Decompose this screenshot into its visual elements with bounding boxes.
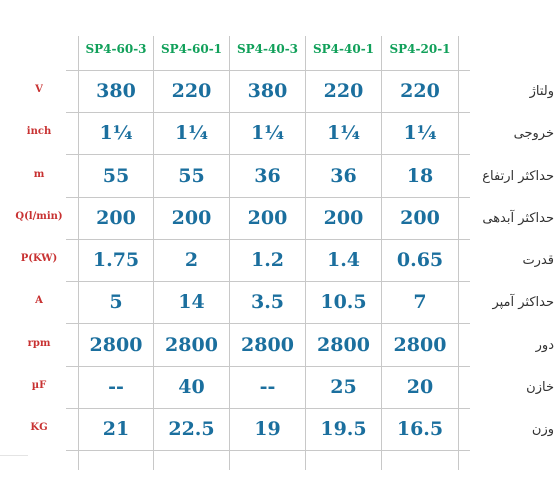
cell-value: 21 — [102, 418, 130, 440]
cell-value: 7 — [413, 291, 427, 313]
grid-line — [458, 36, 459, 470]
cell-value: 55 — [102, 165, 130, 187]
grid-line — [66, 70, 470, 71]
column-header: SP4-40-3 — [236, 42, 299, 56]
cell-value: 19 — [254, 418, 281, 440]
row-unit: inch — [26, 126, 52, 137]
cell-value: 1.2 — [250, 249, 285, 271]
row-unit: rpm — [27, 338, 51, 349]
cell-value: 1¼ — [99, 122, 133, 144]
cell-value: 1¼ — [174, 122, 209, 144]
row-label: قدرت — [522, 253, 554, 268]
cell-value: 16.5 — [396, 418, 444, 440]
grid-line — [66, 197, 470, 198]
cell-value: 1.75 — [92, 249, 140, 271]
row-unit: KG — [30, 422, 48, 433]
grid-line — [66, 450, 470, 451]
cell-value: 18 — [406, 165, 434, 187]
row-label: وزن — [531, 422, 554, 437]
cell-value: 14 — [178, 291, 205, 313]
grid-line — [66, 239, 470, 240]
cell-value: 2800 — [393, 334, 447, 356]
row-label: دور — [535, 338, 554, 353]
row-unit: m — [33, 169, 45, 180]
grid-line — [78, 36, 79, 470]
grid-line — [66, 408, 470, 409]
column-header: SP4-40-1 — [312, 42, 375, 56]
cell-value: 40 — [178, 376, 205, 398]
cell-value: 2800 — [165, 334, 218, 356]
row-unit: P(KW) — [20, 253, 58, 264]
cell-value: 220 — [323, 80, 364, 102]
grid-line — [66, 112, 470, 113]
cell-value: 0.65 — [396, 249, 444, 271]
grid-line — [66, 323, 470, 324]
cell-value: 25 — [330, 376, 357, 398]
cell-value: 1.4 — [326, 249, 361, 271]
row-label: حداکثر آمپر — [492, 295, 554, 310]
cell-value: 55 — [178, 165, 205, 187]
cell-value: 380 — [96, 80, 136, 102]
grid-line — [66, 281, 470, 282]
cell-value: 200 — [247, 207, 288, 229]
cell-value: 36 — [330, 165, 357, 187]
grid-line — [66, 154, 470, 155]
grid-line — [305, 36, 306, 470]
grid-line — [66, 366, 470, 367]
row-unit: A — [35, 295, 43, 306]
cell-value: 1¼ — [250, 122, 285, 144]
cell-value: -- — [108, 376, 124, 398]
grid-line — [229, 36, 230, 470]
row-label: خروجی — [513, 126, 554, 141]
cell-value: 200 — [96, 207, 136, 229]
cell-value: 1¼ — [403, 122, 437, 144]
cell-value: 2800 — [241, 334, 294, 356]
row-label: خازن — [526, 380, 554, 395]
cell-value: 3.5 — [250, 291, 285, 313]
grid-line — [381, 36, 382, 470]
column-header: SP4-60-1 — [160, 42, 223, 56]
row-label: ولتاژ — [529, 84, 554, 99]
column-header: SP4-60-3 — [85, 42, 147, 56]
cell-value: 22.5 — [168, 418, 215, 440]
cell-value: 220 — [171, 80, 212, 102]
cell-value: -- — [259, 376, 276, 398]
cell-value: 220 — [400, 80, 440, 102]
row-unit: V — [35, 84, 43, 95]
cell-value: 5 — [109, 291, 123, 313]
cell-value: 2800 — [317, 334, 370, 356]
cell-value: 200 — [400, 207, 440, 229]
cell-value: 36 — [254, 165, 281, 187]
cell-value: 1¼ — [326, 122, 361, 144]
cell-value: 2800 — [89, 334, 143, 356]
grid-line — [0, 455, 28, 456]
cell-value: 10.5 — [320, 291, 367, 313]
row-unit: Q(l/min) — [15, 211, 63, 222]
row-label: حداکثر ارتفاع — [482, 169, 554, 184]
cell-value: 200 — [323, 207, 364, 229]
cell-value: 380 — [247, 80, 288, 102]
column-header: SP4-20-1 — [389, 42, 451, 56]
cell-value: 19.5 — [320, 418, 367, 440]
cell-value: 200 — [171, 207, 212, 229]
row-unit: µF — [31, 380, 47, 391]
row-label: حداکثر آبدهی — [482, 211, 554, 226]
grid-line — [153, 36, 154, 470]
cell-value: 20 — [406, 376, 434, 398]
cell-value: 2 — [184, 249, 199, 271]
